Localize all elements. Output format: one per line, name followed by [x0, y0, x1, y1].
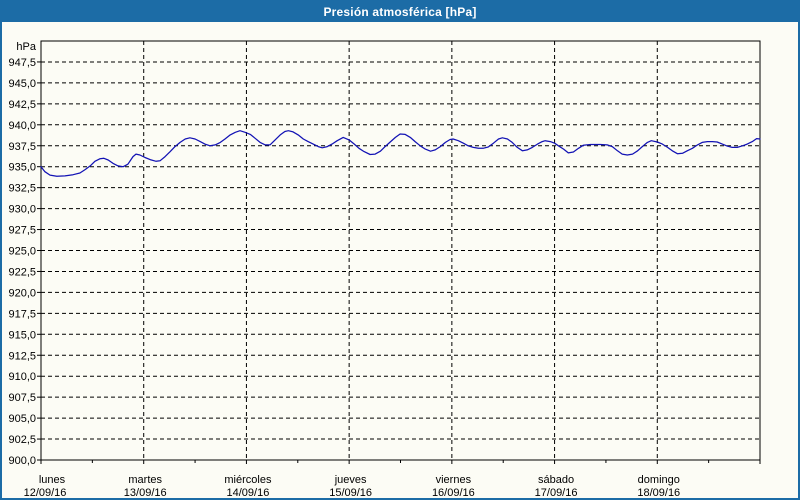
x-date-label: 12/09/16 — [24, 487, 67, 499]
y-tick-label: 920,0 — [8, 287, 36, 299]
y-tick-label: 942,5 — [8, 99, 36, 111]
x-day-label: jueves — [334, 474, 367, 486]
y-tick-label: 915,0 — [8, 329, 36, 341]
y-tick-label: 935,0 — [8, 162, 36, 174]
y-tick-label: 945,0 — [8, 78, 36, 90]
y-tick-label: 930,0 — [8, 204, 36, 216]
pressure-series-line — [40, 130, 761, 177]
y-tick-label: 937,5 — [8, 141, 36, 153]
y-tick-label: 922,5 — [8, 266, 36, 278]
y-tick-label: 940,0 — [8, 120, 36, 132]
x-day-label: domingo — [638, 474, 680, 486]
plot-border — [40, 40, 761, 461]
y-tick-label: 927,5 — [8, 225, 36, 237]
y-tick-label: 910,0 — [8, 371, 36, 383]
x-day-label: lunes — [39, 474, 66, 486]
x-day-label: miércoles — [224, 474, 272, 486]
y-tick-label: 912,5 — [8, 350, 36, 362]
y-tick-label: 925,0 — [8, 246, 36, 258]
y-tick-label: 905,0 — [8, 413, 36, 425]
y-axis-unit-label: hPa — [16, 41, 36, 53]
x-date-label: 13/09/16 — [124, 487, 167, 499]
y-tick-label: 947,5 — [8, 57, 36, 69]
y-tick-label: 932,5 — [8, 183, 36, 195]
y-tick-label: 907,5 — [8, 392, 36, 404]
y-tick-label: 902,5 — [8, 434, 36, 446]
x-day-label: martes — [128, 474, 162, 486]
x-day-label: sábado — [538, 474, 574, 486]
window-title: Presión atmosférica [hPa] — [323, 5, 477, 19]
x-date-label: 15/09/16 — [329, 487, 372, 499]
title-bar: Presión atmosférica [hPa] — [2, 2, 798, 22]
y-tick-label: 917,5 — [8, 308, 36, 320]
x-date-label: 18/09/16 — [637, 487, 680, 499]
x-date-label: 14/09/16 — [227, 487, 270, 499]
x-date-label: 17/09/16 — [535, 487, 578, 499]
x-day-label: viernes — [436, 474, 472, 486]
x-date-label: 16/09/16 — [432, 487, 475, 499]
y-tick-label: 900,0 — [8, 455, 36, 467]
